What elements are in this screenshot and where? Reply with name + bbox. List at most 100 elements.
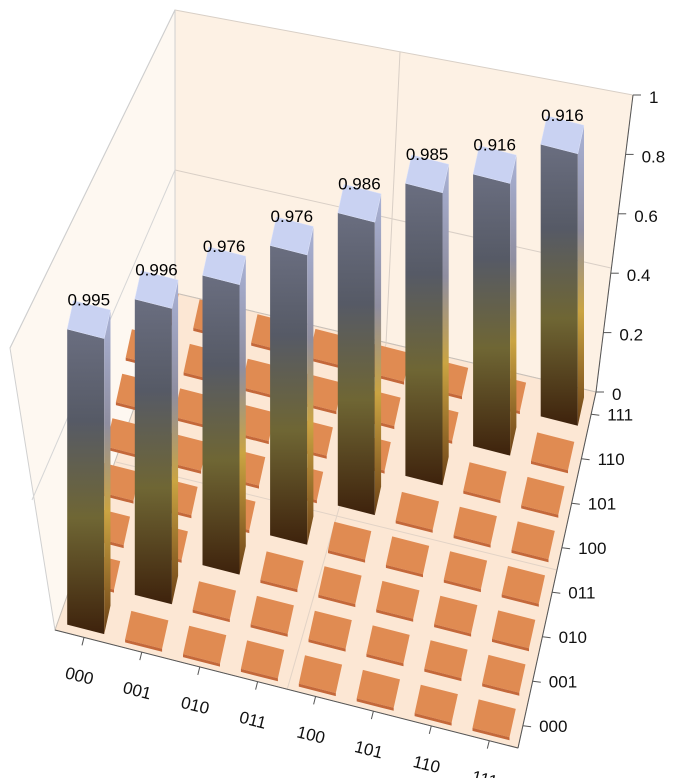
- floor-tile: [511, 521, 555, 560]
- floor-tile: [356, 669, 400, 708]
- floor-tile-edge: [241, 387, 279, 400]
- floor-tile: [328, 521, 372, 560]
- y-tick-mark: [523, 725, 532, 728]
- y-tick-label: 101: [588, 494, 616, 513]
- bar-side-face: [171, 280, 179, 605]
- y-tick-label: 100: [578, 539, 606, 558]
- floor-tile: [250, 595, 294, 634]
- y-tick-label: 001: [549, 672, 577, 691]
- bar: 0.976: [269, 207, 314, 545]
- y-tick-mark: [581, 458, 590, 461]
- floor-tile-edge: [511, 549, 549, 563]
- floor-tile: [472, 699, 516, 738]
- x-tick-label: 101: [353, 737, 385, 762]
- y-tick-label: 110: [598, 450, 625, 469]
- bar-front-face: [540, 144, 578, 426]
- bar: 0.916: [540, 106, 585, 426]
- floor-tile-edge: [183, 654, 220, 667]
- bar-value-label: 0.976: [271, 207, 314, 226]
- bar-front-face: [473, 174, 511, 456]
- y-tick-label: 111: [607, 405, 633, 424]
- floor-tile-edge: [434, 624, 472, 637]
- bar-value-label: 0.916: [541, 106, 584, 125]
- z-tick-label: 0.2: [619, 326, 643, 345]
- floor-tile: [385, 536, 430, 575]
- y-tick-label: 000: [539, 717, 567, 736]
- bar-top-face: [66, 300, 111, 339]
- bar-value-label: 0.996: [135, 261, 178, 280]
- floor-tile-edge: [366, 653, 404, 667]
- bar-top-face: [337, 183, 382, 223]
- bar-side-face: [577, 125, 584, 426]
- bar-side-face: [104, 310, 111, 635]
- bar-top-face: [134, 270, 179, 309]
- floor-tile: [376, 580, 420, 619]
- floor-tile: [240, 640, 285, 679]
- bar-front-face: [270, 245, 308, 545]
- floor-tile-edge: [531, 460, 568, 474]
- floor-tile: [308, 610, 352, 649]
- floor-tile-edge: [250, 624, 288, 637]
- z-tick-label: 0.4: [627, 266, 651, 285]
- floor-tile: [482, 654, 526, 693]
- floor-tile: [531, 432, 575, 471]
- floor-tile-edge: [309, 357, 347, 370]
- y-axis-line: [517, 391, 597, 749]
- floor-tile-edge: [521, 505, 559, 518]
- bar-value-label: 0.916: [473, 136, 516, 155]
- z-tick-label: 0: [612, 385, 621, 404]
- x-tick-mark: [197, 666, 201, 676]
- floor-tile: [260, 551, 304, 590]
- floor-tile: [366, 625, 410, 664]
- floor-tile-edge: [125, 639, 163, 652]
- floor-tile: [492, 610, 536, 649]
- bar-value-label: 0.995: [68, 291, 111, 310]
- floor-tile: [183, 625, 227, 664]
- bar-value-label: 0.986: [338, 174, 381, 193]
- x-tick-mark: [428, 725, 432, 735]
- floor-tile-edge: [328, 550, 366, 563]
- bar-top-face: [472, 145, 517, 184]
- floor-tile-edge: [260, 579, 298, 593]
- floor-tile: [453, 506, 497, 545]
- z-tick-label: 0.6: [634, 207, 658, 226]
- floor-tile-edge: [424, 668, 462, 682]
- z-axis-line: [595, 94, 634, 393]
- y-tick-mark: [532, 680, 541, 683]
- y-tick-mark: [562, 547, 571, 550]
- floor-tile-edge: [395, 520, 433, 533]
- floor-tile-edge: [501, 594, 539, 607]
- x-tick-label: 000: [63, 663, 95, 688]
- floor-tile-edge: [106, 446, 144, 460]
- floor-tile: [434, 595, 478, 634]
- x-tick-mark: [486, 740, 490, 749]
- floor-tile: [521, 476, 565, 515]
- floor-tile-edge: [453, 535, 491, 548]
- z-tick-label: 1: [649, 88, 658, 107]
- floor-tile: [424, 640, 468, 679]
- bar-side-face: [510, 155, 517, 456]
- x-tick-mark: [313, 696, 317, 705]
- bar-front-face: [202, 275, 240, 575]
- y-tick-label: 010: [559, 628, 587, 647]
- floor-tile-edge: [173, 416, 211, 430]
- bar-value-label: 0.976: [203, 237, 246, 256]
- floor-tile-edge: [443, 579, 481, 593]
- bar-side-face: [374, 193, 382, 516]
- bar-top-face: [540, 115, 585, 155]
- floor-tile-edge: [308, 639, 346, 652]
- x-tick-mark: [81, 637, 85, 646]
- floor-tile: [463, 462, 507, 501]
- left-wall-grid-line: [9, 9, 176, 349]
- bar-top-face: [269, 216, 314, 256]
- bar-side-face: [442, 164, 449, 486]
- floor-tile: [192, 581, 236, 620]
- bar: 0.916: [472, 136, 517, 456]
- floor-tile-edge: [385, 564, 423, 578]
- back-wall-grid-line: [174, 169, 612, 269]
- floor-tile-edge: [414, 713, 452, 726]
- x-tick-mark: [370, 710, 374, 720]
- bar-side-face: [239, 256, 246, 575]
- y-tick-mark: [591, 413, 600, 416]
- y-axis-ticks: 000 001 010 011 100 101 110 111: [523, 405, 633, 736]
